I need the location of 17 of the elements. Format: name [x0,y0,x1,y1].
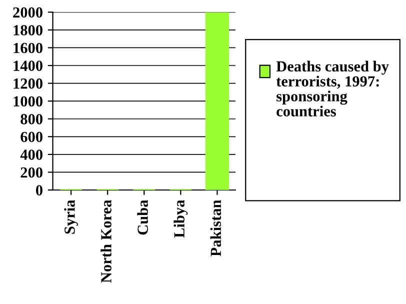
x-tick-label: North Korea [100,200,112,283]
y-tick-label: 1200 [14,78,42,89]
x-tick-label: Syria [64,200,78,234]
y-tick-label: 1400 [14,60,42,71]
y-tick-label: 600 [20,132,42,142]
x-tick-label: Cuba [137,200,148,235]
y-tick-label: 1800 [14,25,42,36]
y-tick-label: 1000 [14,96,42,107]
y-tick-label: 2000 [13,7,42,18]
y-tick-label: 800 [20,114,42,124]
legend-label: Deaths caused by terrorists, 1997: sponsoring countries [276,60,389,116]
y-tick-label: 0 [36,185,42,196]
x-tick-label: Libya [174,200,188,238]
x-tick-label: Pakistan [210,200,222,256]
y-tick-label: 400 [20,150,42,160]
y-tick-label: 200 [20,167,42,178]
y-tick-label: 1600 [14,42,42,54]
